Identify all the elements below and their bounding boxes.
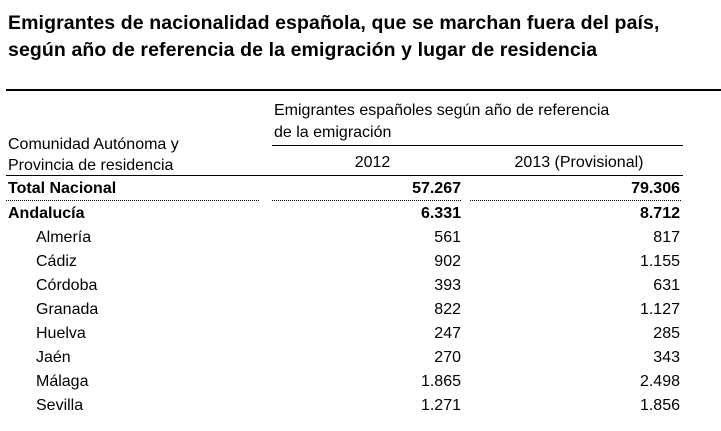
group-header: Emigrantes españoles según año de refere… — [274, 100, 694, 144]
page-title: Emigrantes de nacionalidad española, que… — [8, 12, 660, 61]
header-rule — [6, 175, 683, 176]
group-header-line1: Emigrantes españoles según año de refere… — [274, 102, 610, 119]
row-value-2012: 822 — [434, 301, 461, 318]
table-row-total: Total Nacional 57.267 79.306 — [0, 178, 721, 202]
table-row-region: Andalucía 6.331 8.712 — [0, 203, 721, 227]
row-name: Almería — [36, 229, 92, 246]
row-value-2012: 57.267 — [412, 180, 461, 197]
row-value-2012: 270 — [434, 349, 461, 366]
table-row: Jaén 270 343 — [0, 347, 721, 371]
table-row: Córdoba 393 631 — [0, 275, 721, 299]
table-row: Huelva 247 285 — [0, 323, 721, 347]
row-value-2012: 247 — [434, 325, 461, 342]
row-header: Comunidad Autónoma y Provincia de reside… — [8, 134, 179, 176]
row-value-2012: 1.271 — [420, 397, 461, 414]
row-name: Andalucía — [8, 205, 85, 222]
group-header-line2: de la emigración — [274, 124, 392, 141]
row-value-2013: 343 — [653, 349, 680, 366]
row-name: Jaén — [36, 349, 71, 366]
row-value-2013: 817 — [653, 229, 680, 246]
row-value-2013: 8.712 — [639, 205, 680, 222]
row-value-2012: 561 — [434, 229, 461, 246]
table-row: Sevilla 1.271 1.856 — [0, 395, 721, 419]
table-row: Cádiz 902 1.155 — [0, 251, 721, 275]
top-rule — [6, 89, 721, 91]
column-header-2013: 2013 (Provisional) — [514, 154, 644, 171]
dotted-rule — [272, 200, 461, 201]
row-value-2013: 1.856 — [639, 397, 680, 414]
column-header-2012: 2012 — [354, 154, 391, 171]
row-header-line1: Comunidad Autónoma y — [8, 136, 179, 153]
row-value-2013: 1.155 — [639, 253, 680, 270]
row-name: Total Nacional — [8, 180, 117, 197]
row-value-2012: 1.865 — [420, 373, 461, 390]
row-value-2013: 631 — [653, 277, 680, 294]
row-value-2013: 1.127 — [639, 301, 680, 318]
row-name: Cádiz — [36, 253, 77, 270]
row-header-line2: Provincia de residencia — [8, 157, 174, 174]
row-value-2012: 6.331 — [420, 205, 461, 222]
row-name: Granada — [36, 301, 99, 318]
table-row: Granada 822 1.127 — [0, 299, 721, 323]
dotted-rule — [470, 200, 681, 201]
row-name: Málaga — [36, 373, 89, 390]
row-value-2012: 393 — [434, 277, 461, 294]
row-name: Córdoba — [36, 277, 98, 294]
row-value-2013: 285 — [653, 325, 680, 342]
row-value-2012: 902 — [434, 253, 461, 270]
row-value-2013: 2.498 — [639, 373, 680, 390]
row-name: Huelva — [36, 325, 86, 342]
group-header-rule — [272, 145, 683, 146]
table-row: Almería 561 817 — [0, 227, 721, 251]
row-value-2013: 79.306 — [631, 180, 680, 197]
dotted-rule — [6, 200, 259, 201]
table-row: Málaga 1.865 2.498 — [0, 371, 721, 395]
row-name: Sevilla — [36, 397, 84, 414]
